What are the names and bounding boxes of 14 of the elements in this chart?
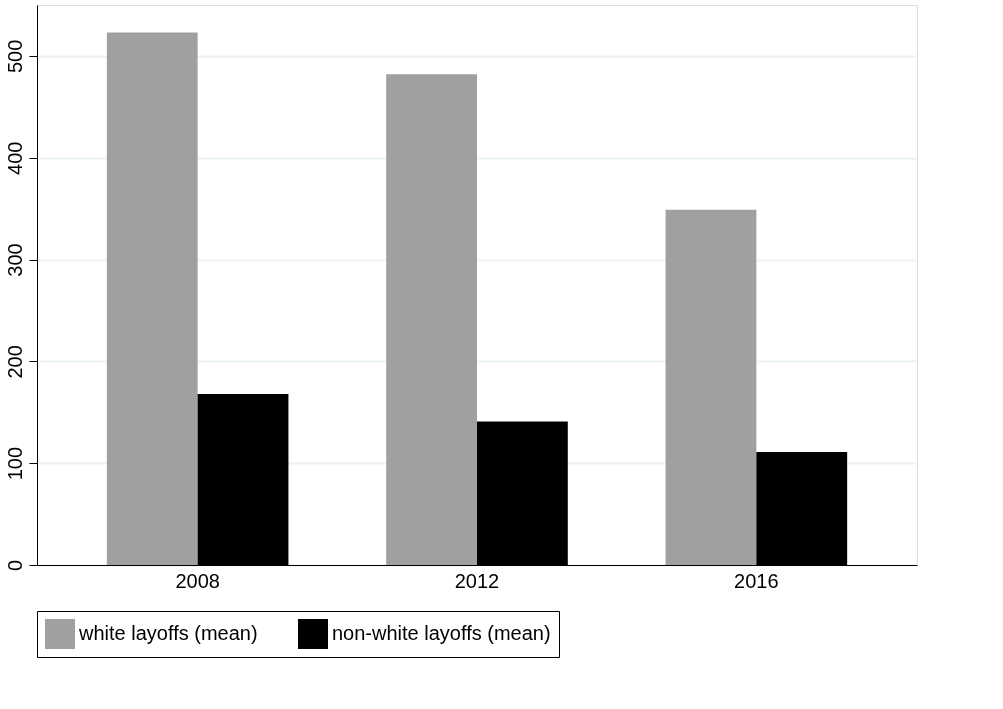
y-tick-label: 100 [3, 446, 26, 481]
bar [665, 209, 757, 565]
bar [106, 32, 198, 565]
y-tick-label: 300 [3, 243, 26, 277]
x-tick-label: 2008 [175, 569, 220, 592]
y-tick-label: 0 [3, 559, 26, 572]
legend-label: white layoffs (mean) [78, 622, 258, 644]
y-tick-label: 500 [3, 39, 26, 74]
bar [386, 74, 477, 565]
y-tick-label: 200 [3, 345, 26, 379]
x-tick-label: 2012 [454, 569, 500, 592]
y-tick-label: 400 [3, 141, 26, 175]
x-tick-label: 2016 [734, 569, 779, 592]
legend-label: non-white layoffs (mean) [332, 622, 551, 644]
